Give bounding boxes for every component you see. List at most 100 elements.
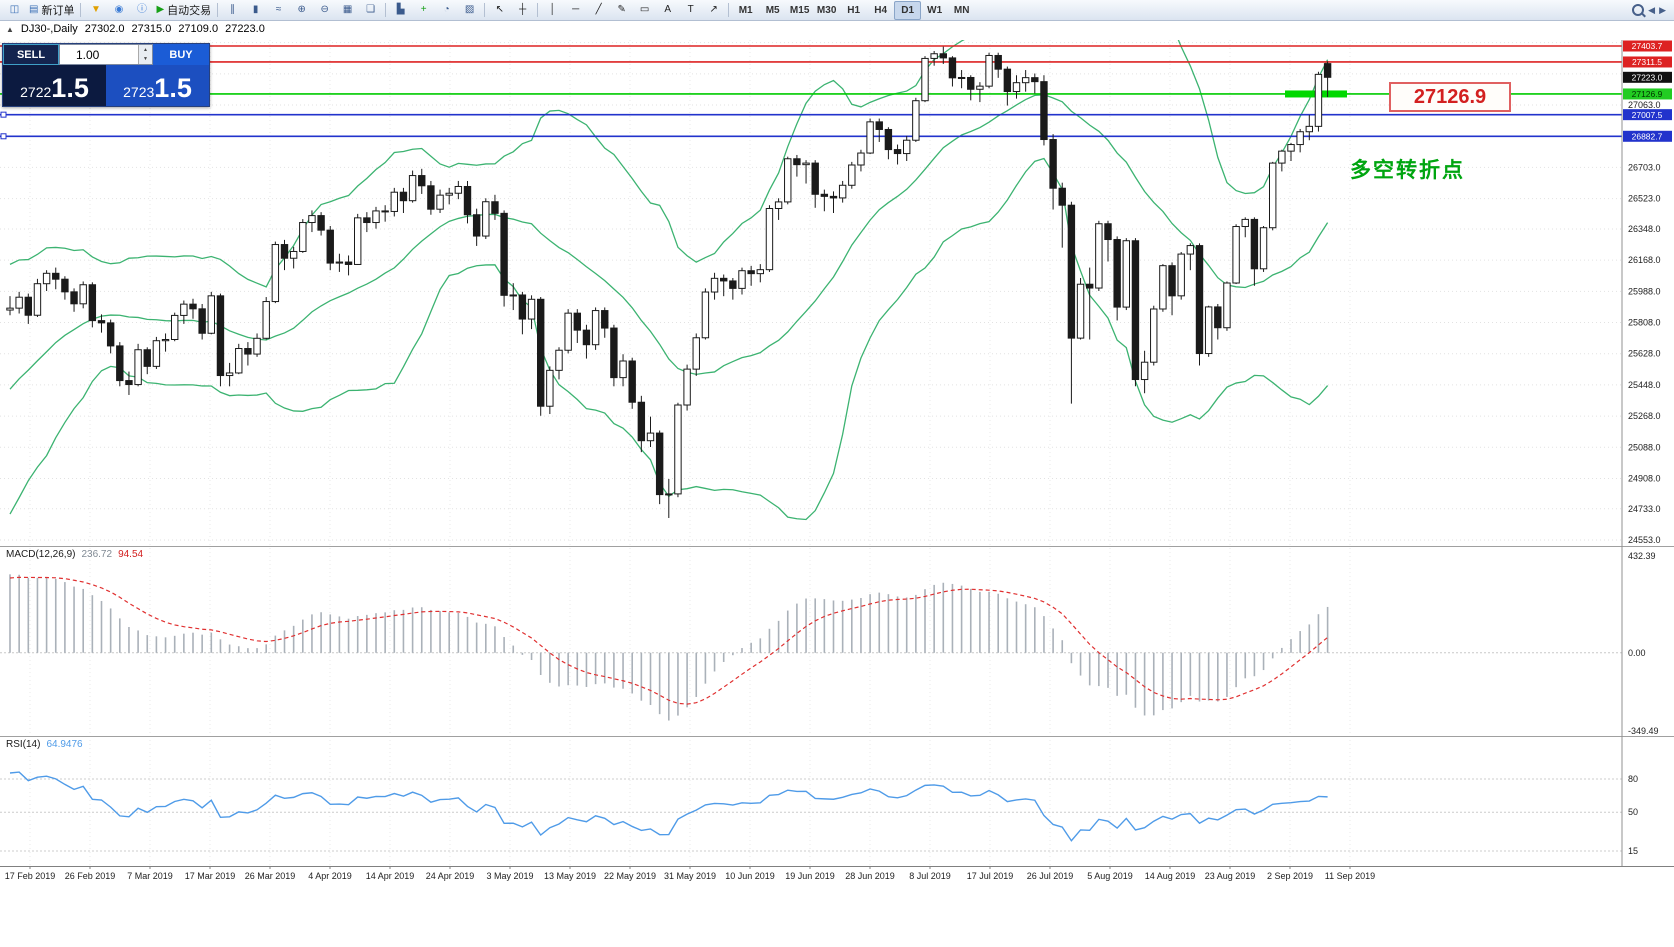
date-tick-label: 10 Jun 2019 (725, 871, 775, 881)
bar-chart-icon: ∥ (230, 4, 236, 15)
new-chart-icon[interactable]: ◫ (3, 1, 26, 20)
timeframe-m1-button[interactable]: M1 (738, 4, 753, 16)
indicators-icon[interactable]: + (412, 1, 435, 20)
price-tag (1623, 130, 1672, 142)
community-icon[interactable]: ◉ (107, 1, 130, 20)
text-icon[interactable]: A (656, 1, 679, 20)
buy-price[interactable]: 2723 1.5 (106, 65, 209, 106)
turning-point-annotation[interactable]: 多空转折点 (1350, 159, 1465, 182)
shapes-icon[interactable]: ▭ (633, 1, 656, 20)
macd-axis[interactable]: 432.39 0.00 -349.49 (1628, 551, 1659, 736)
grid-icon[interactable]: ▦ (336, 1, 359, 20)
timeframe-m15-button[interactable]: M15 (789, 4, 810, 16)
label-icon: T (687, 4, 694, 15)
sell-button[interactable]: SELL (3, 44, 59, 65)
volume-value[interactable]: 1.00 (76, 47, 100, 62)
crosshair-icon[interactable]: ┼ (511, 1, 534, 20)
trendline-icon: ╱ (595, 4, 602, 15)
auto-trading-button: ▶ (156, 4, 165, 15)
zoom-out-icon[interactable]: ⊖ (313, 1, 336, 20)
key-level-price-label[interactable]: 27126.9 (1389, 82, 1511, 112)
buy-button[interactable]: BUY (153, 44, 209, 65)
arrows-icon: ↗ (709, 4, 718, 15)
horizontal-line-icon[interactable]: ─ (564, 1, 587, 20)
volume-down-icon[interactable]: ▼ (139, 54, 152, 64)
auto-trading-button[interactable]: ▶ 自动交易 (153, 1, 214, 20)
timeframe-m5-button[interactable]: M5 (765, 4, 780, 16)
arrange-icon[interactable]: ▙ (389, 1, 412, 20)
svg-text:15: 15 (1628, 846, 1638, 856)
rsi-line (9, 771, 1328, 842)
date-tick-label: 26 Jul 2019 (1027, 871, 1074, 881)
ohlc-close: 27223.0 (225, 23, 265, 35)
toolbar-separator (484, 3, 486, 17)
date-tick-label: 28 Jun 2019 (845, 871, 895, 881)
price-tick-label: 25268.0 (1628, 411, 1661, 421)
svg-text:0.00: 0.00 (1628, 648, 1646, 658)
buy-price-big: 1.5 (154, 73, 192, 103)
label-icon[interactable]: T (679, 1, 702, 20)
date-tick-label: 2 Sep 2019 (1267, 871, 1313, 881)
date-tick-label: 3 May 2019 (486, 871, 533, 881)
panel-separators[interactable] (0, 40, 1674, 867)
timeframe-h4-button[interactable]: H4 (874, 4, 888, 16)
timeframe-w1-button[interactable]: W1 (927, 4, 943, 16)
new-order-button: ▤ (29, 4, 39, 15)
price-tick-label: 25088.0 (1628, 442, 1661, 452)
horizontal-lines[interactable] (0, 45, 1622, 140)
bar-chart-icon[interactable]: ∥ (221, 1, 244, 20)
timeframe-mn-button[interactable]: MN (953, 4, 970, 16)
draw-icon: ✎ (617, 4, 626, 15)
rsi-name: RSI(14) (6, 739, 41, 750)
new-order-button-label: 新订单 (41, 5, 75, 17)
cursor-icon[interactable]: ↖ (488, 1, 511, 20)
trendline-icon[interactable]: ╱ (587, 1, 610, 20)
timeframe-h1-button[interactable]: H1 (847, 4, 861, 16)
draw-icon[interactable]: ✎ (610, 1, 633, 20)
sell-price[interactable]: 2722 1.5 (3, 65, 106, 106)
line-handle[interactable] (0, 133, 7, 140)
date-tick-label: 26 Feb 2019 (65, 871, 116, 881)
macd-histogram (9, 574, 1329, 721)
new-order-button[interactable]: ▤ 新订单 (26, 1, 77, 20)
market-icon[interactable]: ▼ (84, 1, 107, 20)
info-icon[interactable]: ⓘ (130, 1, 153, 20)
zoom-in-icon[interactable]: ⊕ (290, 1, 313, 20)
collapse-panel-icon[interactable]: ▲ (6, 24, 14, 34)
chevron-left-icon[interactable]: ◀ (1648, 4, 1656, 15)
svg-text:432.39: 432.39 (1628, 551, 1656, 561)
periods-icon[interactable]: ◔ (435, 1, 458, 20)
line-handle[interactable] (0, 111, 7, 118)
rsi-indicator-label: RSI(14) 64.9476 (6, 739, 83, 750)
macd-indicator-label: MACD(12,26,9) 236.72 94.54 (6, 549, 143, 560)
price-tick-label: 26168.0 (1628, 255, 1661, 265)
tile-windows-icon[interactable]: ❏ (359, 1, 382, 20)
vertical-line-icon[interactable]: │ (541, 1, 564, 20)
vertical-line-icon: │ (549, 4, 556, 15)
grid-icon: ▦ (342, 4, 353, 15)
timeframe-d1-button[interactable]: D1 (894, 0, 922, 20)
date-axis[interactable]: 17 Feb 2019 26 Feb 2019 7 Mar 2019 17 Mar 2… (5, 866, 1375, 881)
price-tag-label: 27223.0 (1632, 73, 1663, 83)
price-tag (1623, 109, 1672, 121)
candlestick-chart-icon[interactable]: ▮ (244, 1, 267, 20)
volume-stepper[interactable]: 1.00 ▲ ▼ (59, 44, 153, 65)
arrows-icon[interactable]: ↗ (702, 1, 725, 20)
macd-main-value: 236.72 (81, 549, 113, 560)
buy-price-small: 2723 (123, 84, 155, 100)
timeframe-m30-button[interactable]: M30 (816, 4, 837, 16)
top-toolbar: ◫ ▤ 新订单 ▼ ◉ ⓘ ▶ 自动交易 ∥ ▮ ≈ ⊕ ⊖ ▦ ❏ ▙ + ◔ ▨ ↖ ┼ │ ─ ╱ ✎ ▭ A T ↗ M1 M5 M1… (0, 0, 1674, 21)
rsi-axis[interactable]: 80 50 15 (1628, 774, 1638, 856)
arrange-icon: ▙ (396, 4, 405, 15)
templates-icon[interactable]: ▨ (458, 1, 481, 20)
price-tick-label: 25808.0 (1628, 318, 1661, 328)
price-tick-label: 24733.0 (1628, 504, 1661, 514)
chevron-right-icon[interactable]: ▶ (1659, 4, 1666, 15)
price-axis[interactable]: 27063.0 26703.0 26523.0 26348.0 26168.0 25988… (1623, 40, 1672, 546)
indicators-icon: + (420, 4, 427, 15)
volume-up-icon[interactable]: ▲ (139, 45, 152, 55)
search-icon[interactable] (1632, 4, 1645, 16)
line-chart-icon[interactable]: ≈ (267, 1, 290, 20)
line-chart-icon: ≈ (275, 4, 282, 15)
